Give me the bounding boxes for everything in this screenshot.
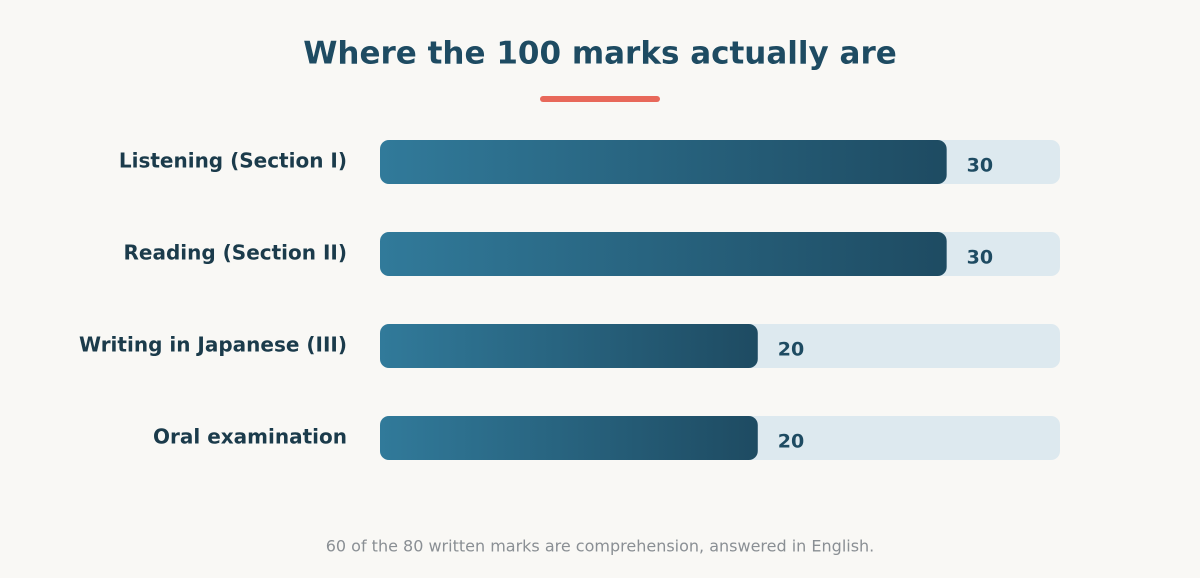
value-label: 20 — [778, 431, 804, 453]
bar — [380, 140, 947, 184]
category-label: Listening (Section I) — [119, 149, 347, 173]
category-label: Oral examination — [153, 425, 347, 449]
bar — [380, 416, 758, 460]
title-underline — [540, 96, 660, 102]
chart-title: Where the 100 marks actually are — [303, 36, 897, 72]
category-label: Reading (Section II) — [124, 241, 348, 265]
bar — [380, 232, 947, 276]
bar — [380, 324, 758, 368]
value-label: 20 — [778, 339, 804, 361]
category-label: Writing in Japanese (III) — [79, 333, 347, 357]
value-label: 30 — [967, 155, 993, 177]
footnote: 60 of the 80 written marks are comprehen… — [326, 537, 875, 556]
value-label: 30 — [967, 247, 993, 269]
